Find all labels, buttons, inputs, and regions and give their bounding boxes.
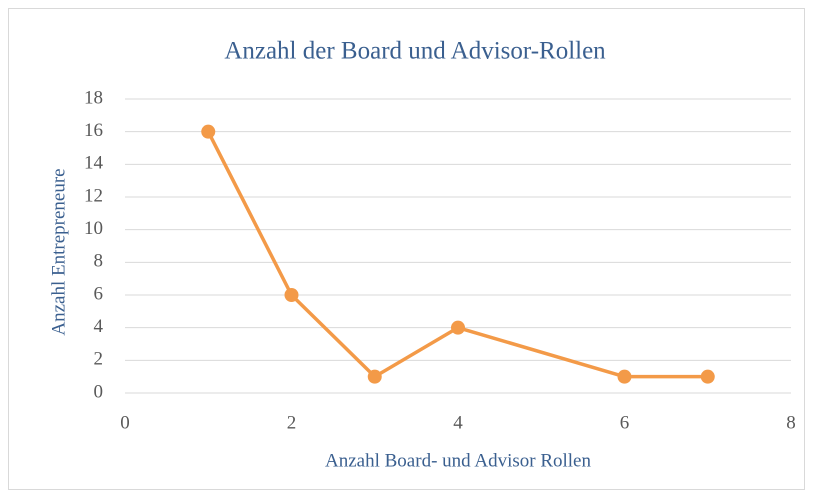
y-tick-label: 0	[94, 381, 104, 402]
data-point	[451, 320, 465, 335]
data-point	[700, 369, 715, 384]
y-tick-label: 10	[84, 218, 103, 239]
y-tick-label: 12	[84, 185, 103, 206]
x-axis-title: Anzahl Board- und Advisor Rollen	[325, 450, 591, 471]
y-tick-label: 14	[84, 153, 104, 174]
x-tick-label: 2	[287, 412, 297, 433]
y-tick-label: 2	[94, 349, 104, 370]
x-tick-label: 0	[120, 412, 130, 433]
chart-border	[8, 8, 805, 490]
y-axis-title: Anzahl Entrepreneure	[48, 168, 69, 335]
data-line	[206, 130, 708, 379]
y-tick-label: 8	[94, 251, 104, 272]
x-tick-label: 4	[453, 412, 463, 433]
y-tick-label: 6	[94, 283, 104, 304]
y-tick-label: 18	[84, 87, 103, 108]
x-tick-label: 6	[620, 412, 630, 433]
data-point	[367, 369, 382, 384]
data-point	[201, 124, 216, 139]
y-tick-label: 4	[94, 316, 104, 337]
x-tick-label: 8	[786, 412, 796, 433]
data-point	[617, 369, 632, 384]
chart-title: Anzahl der Board und Advisor-Rollen	[224, 38, 606, 65]
y-tick-label: 16	[84, 120, 103, 141]
data-point	[284, 288, 299, 302]
